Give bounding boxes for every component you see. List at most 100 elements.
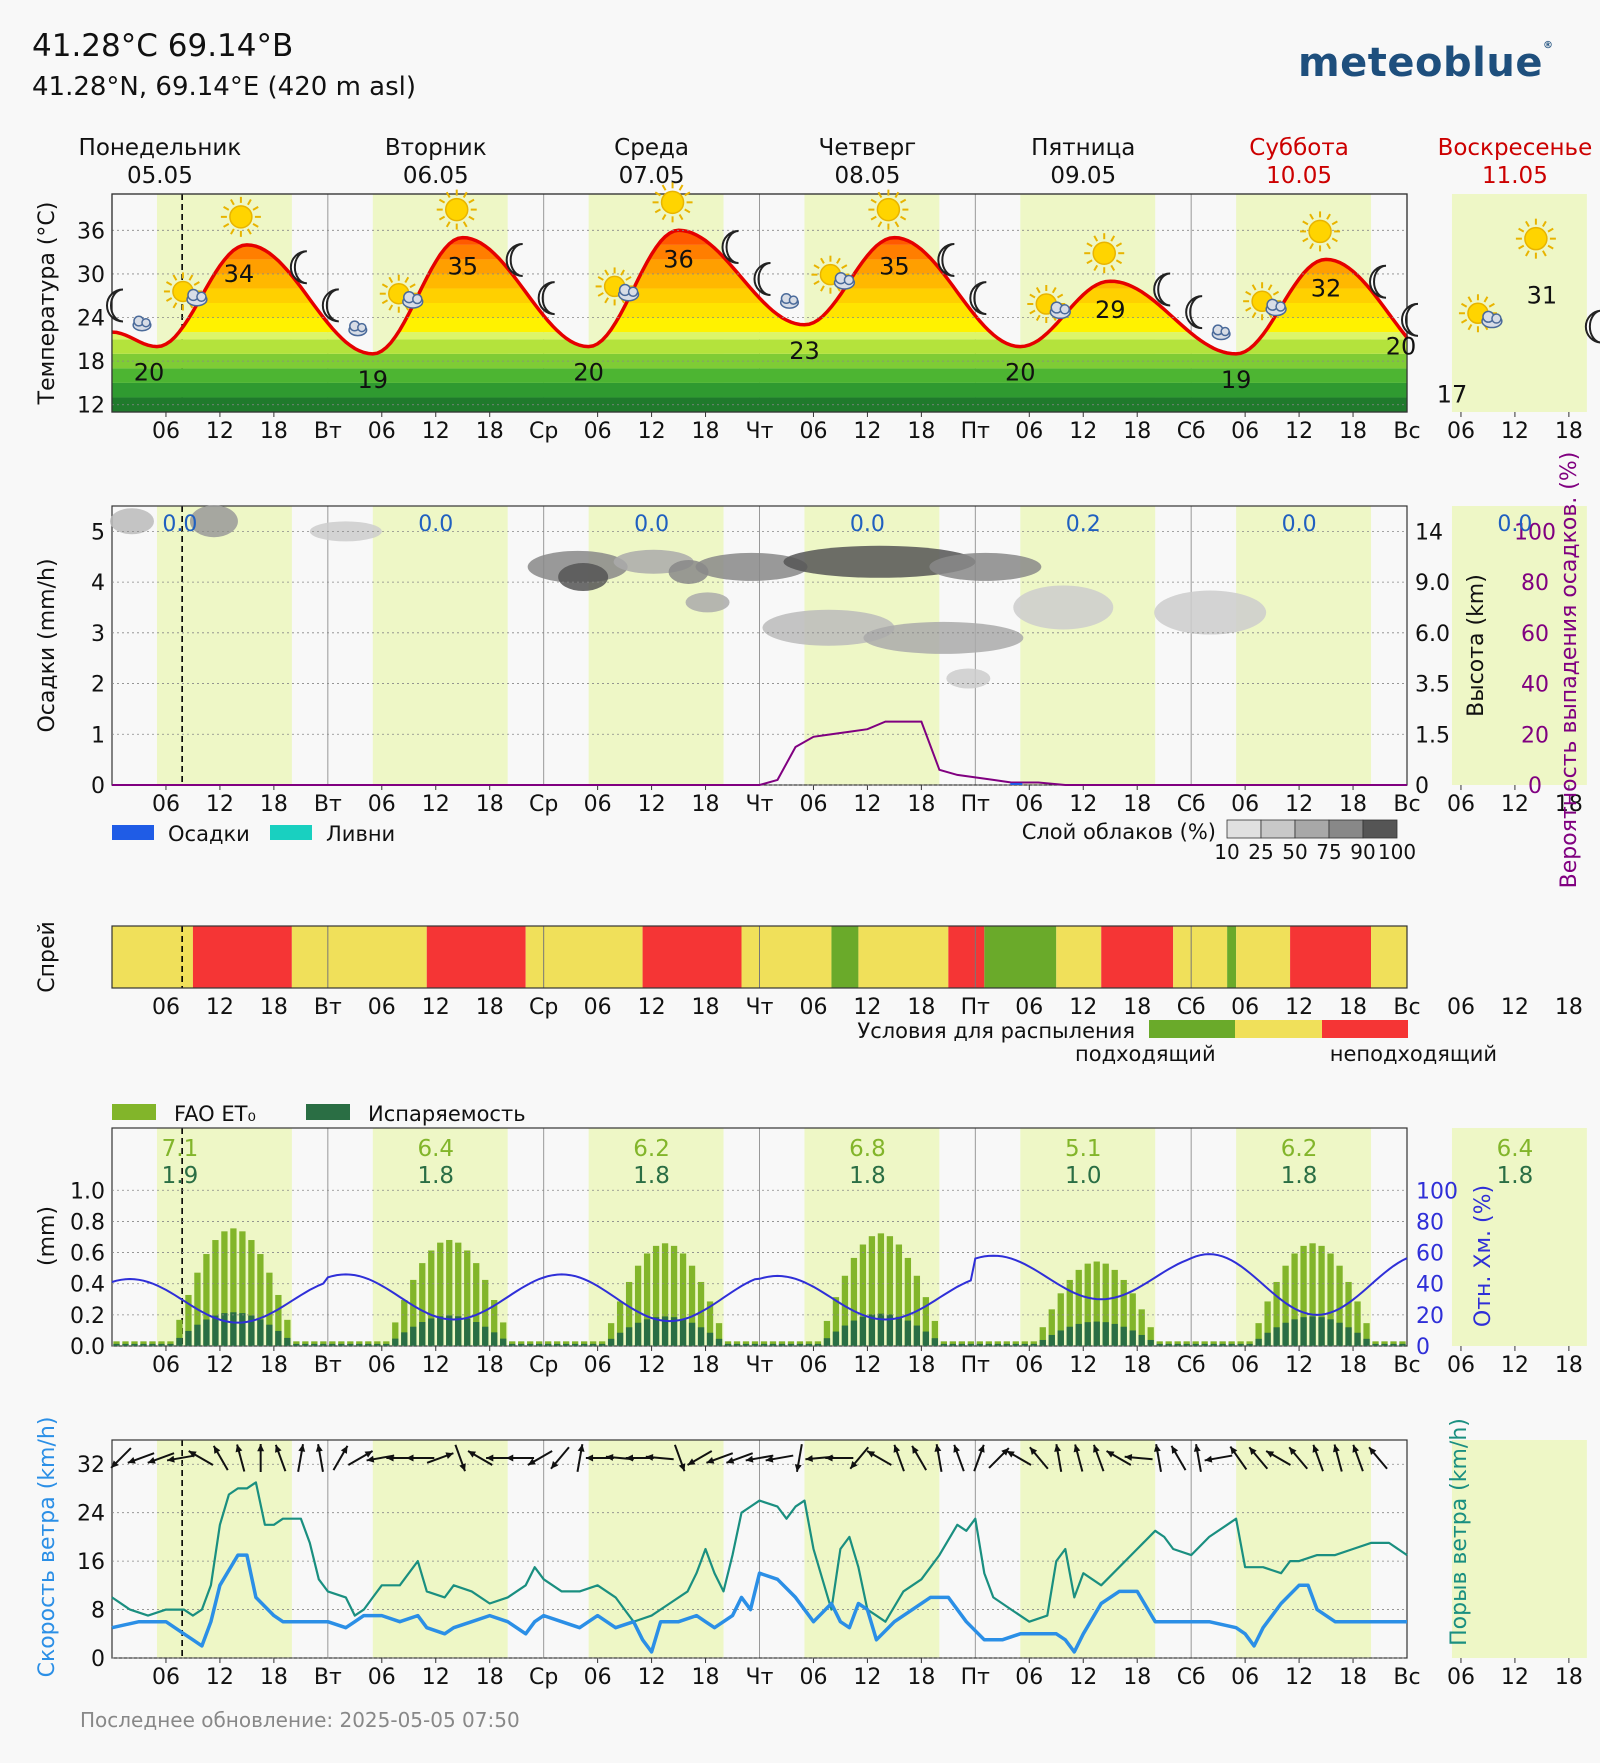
x-tick-hour: 12	[1069, 1353, 1097, 1378]
cloud-icon	[617, 283, 640, 302]
probability-tick: 40	[1521, 673, 1549, 698]
tmax-label: 31	[1527, 282, 1558, 310]
sun-ray	[247, 228, 252, 235]
x-tick-hour: 18	[260, 1665, 288, 1690]
cloud-puff	[1275, 301, 1286, 312]
sun-ray	[247, 199, 252, 206]
et0-bar	[293, 1341, 300, 1346]
tmax-label: 35	[447, 253, 478, 281]
temperature-line	[111, 228, 1409, 356]
day-name: Четверг	[819, 135, 917, 161]
daylight-band	[1451, 1440, 1587, 1658]
evap-bar	[1363, 1338, 1370, 1346]
probability-tick: 100	[1514, 520, 1556, 545]
x-tick-hour: 18	[1123, 1665, 1151, 1690]
et0-bar	[1066, 1279, 1073, 1346]
daily-precip-total: 0.2	[1066, 512, 1101, 537]
cloud-puff	[196, 291, 207, 303]
evap-bar	[1183, 1343, 1190, 1346]
daily-precip-total: 0.0	[162, 512, 197, 537]
evapotranspiration-y-tick: 0.6	[70, 1242, 105, 1267]
tend-label: 20	[1386, 333, 1417, 361]
wind-direction-arrow	[257, 1444, 265, 1472]
x-tick-day: Пт	[961, 1665, 991, 1690]
et0-bar	[1075, 1269, 1082, 1346]
precip-bar	[1010, 782, 1023, 785]
daylight-band	[588, 1440, 724, 1658]
spray-segment	[192, 926, 292, 988]
sun-ray	[597, 292, 604, 297]
moon-icon	[289, 250, 307, 285]
evap-bar	[536, 1343, 543, 1346]
sun-ray	[900, 215, 907, 221]
tmin-label: 17	[1437, 380, 1468, 408]
moon-icon	[1369, 264, 1387, 299]
et0-bar	[1120, 1279, 1127, 1346]
spray-legend-low: подходящий	[1075, 1042, 1216, 1066]
et0-bar	[176, 1319, 183, 1346]
x-tick-hour: 18	[476, 1353, 504, 1378]
cloud-layer-blob	[929, 552, 1042, 581]
et0-bar	[338, 1341, 345, 1346]
wind-direction-arrow	[212, 1445, 229, 1471]
et0-bar	[1327, 1253, 1334, 1346]
et0-bar	[392, 1322, 399, 1346]
tmax-label: 29	[1095, 296, 1126, 324]
wind-direction-arrow	[1124, 1453, 1153, 1461]
sun-ray	[813, 264, 820, 270]
x-tick-hour: 06	[1231, 995, 1259, 1020]
et0-bar	[931, 1320, 939, 1346]
et0-bar	[527, 1341, 534, 1346]
cloud-puff	[412, 293, 423, 305]
moon-crescent	[1153, 272, 1171, 307]
evap-bar	[814, 1343, 822, 1346]
evap-bar	[194, 1324, 201, 1346]
temperature-band	[112, 353, 1407, 369]
x-tick-hour: 18	[260, 995, 288, 1020]
precip-axis-title: Осадки (mm/h)	[35, 558, 60, 732]
wind-direction-arrow	[953, 1444, 965, 1472]
evapotranspiration-y-tick: 0.0	[70, 1335, 105, 1360]
x-tick-hour: 06	[584, 419, 612, 444]
arrow-head	[577, 1444, 585, 1452]
wind-direction-arrow	[1229, 1445, 1248, 1471]
sun-ray	[409, 283, 416, 289]
cloud-layer-blob	[783, 545, 976, 578]
et0-bar	[769, 1341, 777, 1346]
daily-precip-total: 0.0	[1282, 512, 1317, 537]
temperature-y-tick: 18	[77, 350, 105, 375]
wind-direction-arrow	[1193, 1444, 1202, 1472]
x-tick-hour: 12	[206, 419, 234, 444]
evap-bar	[697, 1327, 705, 1346]
x-tick-hour: 12	[638, 419, 666, 444]
x-tick-hour: 12	[422, 995, 450, 1020]
evap-bar	[239, 1313, 246, 1346]
precipitation-y-tick: 1	[91, 723, 105, 748]
day-name: Среда	[614, 135, 689, 161]
daily-evap: 1.9	[162, 1163, 199, 1189]
sun-ray	[1245, 306, 1252, 312]
meteoblue-logo[interactable]: meteoblue®	[1298, 40, 1554, 86]
tmin-label: 20	[573, 359, 604, 387]
moon-icon	[1400, 302, 1419, 337]
x-tick-hour: 18	[907, 995, 935, 1020]
x-tick-hour: 18	[1555, 995, 1583, 1020]
evap-bar	[176, 1337, 183, 1346]
wind-direction-arrow	[849, 1446, 870, 1470]
day-date: 10.05	[1266, 163, 1332, 189]
et0-bar	[482, 1279, 489, 1346]
sun-ray	[1051, 287, 1057, 294]
evap-bar	[437, 1316, 444, 1346]
cloud-legend-swatch	[1328, 819, 1364, 839]
evap-bar	[1255, 1338, 1262, 1346]
moon-crescent	[1400, 302, 1419, 337]
evap-bar	[455, 1316, 462, 1346]
evap-bar	[886, 1314, 894, 1346]
cloud-legend-tick: 25	[1248, 840, 1273, 864]
x-tick-hour: 12	[853, 995, 881, 1020]
et0-bar	[419, 1263, 426, 1346]
et0-bar	[751, 1341, 759, 1346]
daylight-band	[1236, 506, 1372, 785]
evap-bar	[1201, 1343, 1208, 1346]
sun-ray	[1035, 287, 1041, 294]
